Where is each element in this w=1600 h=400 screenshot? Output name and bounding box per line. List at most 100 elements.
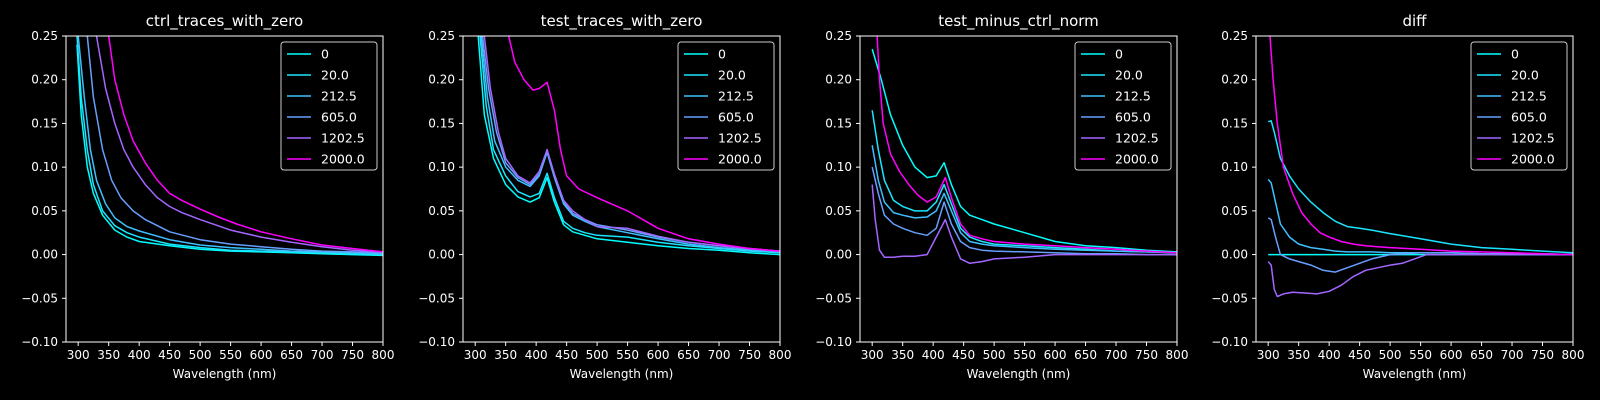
- legend-entry: 20.0: [321, 68, 349, 83]
- legend-entry: 1202.5: [1511, 131, 1555, 146]
- y-tick-label: 0.20: [825, 73, 852, 87]
- legend-entry: 0: [1511, 47, 1519, 62]
- series-line-0: [871, 48, 1177, 253]
- y-tick-label: −0.05: [815, 291, 852, 305]
- series-line-2000-0: [507, 36, 780, 252]
- x-tick-label: 750: [341, 348, 364, 362]
- x-tick-label: 800: [1562, 348, 1585, 362]
- chart-title: test_minus_ctrl_norm: [938, 12, 1099, 31]
- y-tick-label: 0.20: [31, 73, 58, 87]
- y-tick-label: 0.00: [1221, 248, 1248, 262]
- series-line-2000-0: [107, 36, 383, 253]
- x-tick-label: 350: [1287, 348, 1310, 362]
- series-line-605-0: [871, 166, 1177, 256]
- x-tick-label: 500: [1379, 348, 1402, 362]
- series-line-0: [76, 44, 383, 257]
- plot-area: [871, 36, 1177, 265]
- x-tick-label: 750: [738, 348, 761, 362]
- y-tick-label: −0.10: [1211, 335, 1248, 349]
- legend-entry: 20.0: [718, 68, 746, 83]
- legend: 0 20.0 212.5 605.0 1202.5 2000.0: [677, 41, 775, 171]
- legend-entry: 212.5: [718, 89, 754, 104]
- x-tick-label: 650: [677, 348, 700, 362]
- series-line-212-5: [77, 36, 383, 255]
- x-axis-label: Wavelength (nm): [173, 367, 277, 381]
- y-tick-label: 0.25: [1221, 29, 1248, 43]
- legend: 0 20.0 212.5 605.0 1202.5 2000.0: [280, 41, 378, 171]
- y-tick-label: −0.05: [1211, 291, 1248, 305]
- x-axis-label: Wavelength (nm): [570, 367, 674, 381]
- x-tick-label: 600: [1440, 348, 1463, 362]
- x-tick-label: 650: [1074, 348, 1097, 362]
- series-line-212-5: [480, 36, 780, 253]
- x-tick-label: 450: [1348, 348, 1371, 362]
- series-line-20-0: [871, 110, 1177, 254]
- x-tick-label: 350: [97, 348, 120, 362]
- x-tick-label: 500: [586, 348, 609, 362]
- legend-entry: 605.0: [1511, 110, 1547, 125]
- series-line-1202-5: [483, 36, 780, 252]
- x-tick-label: 350: [494, 348, 517, 362]
- x-tick-label: 400: [1318, 348, 1341, 362]
- y-tick-label: −0.10: [21, 335, 58, 349]
- chart-panel-4: 300 350 400 450 500 550 600 650 700 750 800 −0.10 −0…: [1211, 12, 1584, 381]
- y-tick-label: 0.15: [825, 116, 852, 130]
- x-tick-label: 500: [983, 348, 1006, 362]
- x-tick-label: 600: [647, 348, 670, 362]
- x-tick-label: 300: [1257, 348, 1280, 362]
- legend-entry: 2000.0: [1511, 152, 1555, 167]
- series-line-20-0: [1267, 120, 1573, 254]
- series-line-0: [477, 36, 780, 256]
- chart-panel-2: 300 350 400 450 500 550 600 650 700 750 800 −0.10 −0…: [418, 12, 791, 381]
- y-tick-label: 0.15: [428, 116, 455, 130]
- x-tick-label: 700: [1501, 348, 1524, 362]
- y-tick-label: 0.20: [1221, 73, 1248, 87]
- legend-entry: 1202.5: [718, 131, 762, 146]
- plot-area: [477, 36, 780, 256]
- x-tick-label: 750: [1531, 348, 1554, 362]
- series-line-2000-0: [1269, 36, 1573, 256]
- x-tick-label: 800: [1166, 348, 1189, 362]
- x-axis-label: Wavelength (nm): [967, 367, 1071, 381]
- legend-entry: 0: [718, 47, 726, 62]
- legend-entry: 0: [1115, 47, 1123, 62]
- chart-title: ctrl_traces_with_zero: [146, 12, 303, 31]
- legend-entry: 605.0: [1115, 110, 1151, 125]
- x-tick-label: 500: [189, 348, 212, 362]
- y-tick-label: −0.10: [418, 335, 455, 349]
- x-tick-label: 450: [555, 348, 578, 362]
- y-tick-label: 0.00: [31, 248, 58, 262]
- y-tick-label: −0.05: [418, 291, 455, 305]
- y-tick-label: 0.25: [825, 29, 852, 43]
- series-line-605-0: [86, 36, 383, 254]
- x-tick-label: 600: [250, 348, 273, 362]
- x-tick-label: 300: [67, 348, 90, 362]
- plot-area: [76, 36, 383, 257]
- x-tick-label: 700: [1105, 348, 1128, 362]
- legend-entry: 1202.5: [1115, 131, 1159, 146]
- x-tick-label: 400: [128, 348, 151, 362]
- legend-entry: 1202.5: [321, 131, 365, 146]
- legend-entry: 605.0: [321, 110, 357, 125]
- series-line-605-0: [1267, 217, 1573, 273]
- x-tick-label: 450: [952, 348, 975, 362]
- series-line-20-0: [76, 36, 383, 256]
- legend-entry: 0: [321, 47, 329, 62]
- y-tick-label: −0.10: [815, 335, 852, 349]
- legend-entry: 212.5: [321, 89, 357, 104]
- series-line-1202-5: [1267, 253, 1573, 298]
- y-tick-label: 0.10: [825, 160, 852, 174]
- x-tick-label: 550: [616, 348, 639, 362]
- y-tick-label: 0.00: [825, 248, 852, 262]
- x-tick-label: 600: [1044, 348, 1067, 362]
- y-tick-label: 0.25: [428, 29, 455, 43]
- y-tick-label: −0.05: [21, 291, 58, 305]
- y-tick-label: 0.05: [428, 204, 455, 218]
- x-tick-label: 450: [158, 348, 181, 362]
- legend-entry: 605.0: [718, 110, 754, 125]
- x-tick-label: 700: [311, 348, 334, 362]
- y-tick-label: 0.00: [428, 248, 455, 262]
- series-line-20-0: [479, 36, 780, 254]
- y-tick-label: 0.10: [428, 160, 455, 174]
